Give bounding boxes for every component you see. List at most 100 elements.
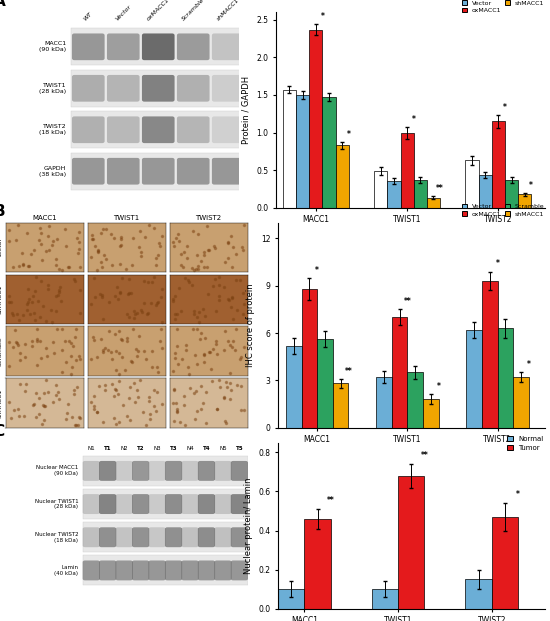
FancyBboxPatch shape xyxy=(212,34,245,60)
Text: T5: T5 xyxy=(235,446,243,451)
Bar xyxy=(400,134,414,207)
FancyBboxPatch shape xyxy=(116,461,133,481)
FancyBboxPatch shape xyxy=(231,494,248,514)
Text: N5: N5 xyxy=(219,446,227,451)
Text: Nuclear TWIST1
(28 kDa): Nuclear TWIST1 (28 kDa) xyxy=(35,499,78,509)
Y-axis label: Nuclear protein/ Lamin: Nuclear protein/ Lamin xyxy=(244,478,253,574)
FancyBboxPatch shape xyxy=(116,494,133,514)
Text: N4: N4 xyxy=(186,446,194,451)
FancyBboxPatch shape xyxy=(132,494,149,514)
FancyBboxPatch shape xyxy=(72,158,104,184)
Text: TWIST1
(28 kDa): TWIST1 (28 kDa) xyxy=(39,83,66,94)
FancyBboxPatch shape xyxy=(182,561,199,581)
FancyBboxPatch shape xyxy=(198,527,215,547)
Text: **: ** xyxy=(344,366,352,376)
Bar xyxy=(387,181,400,207)
FancyBboxPatch shape xyxy=(142,158,174,184)
Text: *: * xyxy=(315,266,319,274)
FancyBboxPatch shape xyxy=(165,527,182,547)
FancyBboxPatch shape xyxy=(82,561,100,581)
Text: **: ** xyxy=(404,297,411,306)
Text: T2: T2 xyxy=(137,446,144,451)
Bar xyxy=(71,111,246,148)
Y-axis label: oxMACC1: oxMACC1 xyxy=(0,284,3,314)
Bar xyxy=(465,579,492,609)
FancyBboxPatch shape xyxy=(231,561,248,581)
Text: Lamin
(40 kDa): Lamin (40 kDa) xyxy=(54,565,78,576)
Bar xyxy=(492,121,505,207)
Text: T1: T1 xyxy=(104,446,112,451)
FancyBboxPatch shape xyxy=(182,461,199,481)
FancyBboxPatch shape xyxy=(72,116,104,143)
Y-axis label: Protein / GAPDH: Protein / GAPDH xyxy=(242,76,251,144)
Legend: Wild type, Vector, oxMACC1, Scramble, shMACC1: Wild type, Vector, oxMACC1, Scramble, sh… xyxy=(459,0,547,16)
Text: N3: N3 xyxy=(153,446,161,451)
Legend: Vector, oxMACC1, Scramble, shMACC1: Vector, oxMACC1, Scramble, shMACC1 xyxy=(459,201,547,219)
Bar xyxy=(83,489,248,519)
Bar xyxy=(71,28,246,65)
Text: **: ** xyxy=(421,451,428,460)
FancyBboxPatch shape xyxy=(99,494,116,514)
Bar xyxy=(398,476,425,609)
Y-axis label: IHC score of protein: IHC score of protein xyxy=(246,283,255,367)
FancyBboxPatch shape xyxy=(212,75,245,102)
Title: TWIST1: TWIST1 xyxy=(113,215,140,221)
FancyBboxPatch shape xyxy=(177,116,210,143)
FancyBboxPatch shape xyxy=(132,527,149,547)
Text: *: * xyxy=(412,116,416,124)
Bar xyxy=(336,145,349,207)
Text: C: C xyxy=(0,424,4,440)
FancyBboxPatch shape xyxy=(198,561,215,581)
FancyBboxPatch shape xyxy=(165,561,182,581)
FancyBboxPatch shape xyxy=(214,527,232,547)
Bar xyxy=(498,329,513,428)
Text: **: ** xyxy=(436,184,444,193)
FancyBboxPatch shape xyxy=(231,461,248,481)
FancyBboxPatch shape xyxy=(148,461,166,481)
FancyBboxPatch shape xyxy=(107,34,140,60)
FancyBboxPatch shape xyxy=(116,561,133,581)
FancyBboxPatch shape xyxy=(182,527,199,547)
Text: oxMACC1: oxMACC1 xyxy=(146,0,170,22)
Bar xyxy=(286,346,301,428)
Text: Vector: Vector xyxy=(114,4,132,22)
FancyBboxPatch shape xyxy=(177,34,210,60)
FancyBboxPatch shape xyxy=(165,494,182,514)
Text: T3: T3 xyxy=(170,446,177,451)
FancyBboxPatch shape xyxy=(132,561,149,581)
Text: Scramble: Scramble xyxy=(181,0,206,22)
Bar xyxy=(83,556,248,586)
FancyBboxPatch shape xyxy=(72,75,104,102)
FancyBboxPatch shape xyxy=(198,461,215,481)
FancyBboxPatch shape xyxy=(148,527,166,547)
Text: **: ** xyxy=(327,496,335,505)
Text: shMACC1: shMACC1 xyxy=(216,0,240,22)
Legend: Normal, Tumor: Normal, Tumor xyxy=(504,433,546,453)
FancyBboxPatch shape xyxy=(107,158,140,184)
Bar xyxy=(408,373,423,428)
FancyBboxPatch shape xyxy=(132,461,149,481)
FancyBboxPatch shape xyxy=(231,527,248,547)
Text: MACC1
(90 kDa): MACC1 (90 kDa) xyxy=(39,42,66,52)
Y-axis label: Vector: Vector xyxy=(0,237,3,258)
Text: *: * xyxy=(437,383,441,391)
Bar xyxy=(317,339,333,428)
Text: Nuclear TWIST2
(18 kDa): Nuclear TWIST2 (18 kDa) xyxy=(35,532,78,543)
Bar xyxy=(372,589,398,609)
Bar xyxy=(71,70,246,107)
Bar xyxy=(71,153,246,190)
Bar xyxy=(333,383,348,428)
FancyBboxPatch shape xyxy=(99,561,116,581)
Bar xyxy=(505,180,518,207)
Bar xyxy=(374,171,387,207)
FancyBboxPatch shape xyxy=(142,34,174,60)
Text: TWIST2
(18 kDa): TWIST2 (18 kDa) xyxy=(39,124,66,135)
Bar xyxy=(301,289,317,428)
Y-axis label: Scramble: Scramble xyxy=(0,336,3,366)
Bar xyxy=(309,30,322,207)
Bar xyxy=(283,90,296,207)
Text: *: * xyxy=(496,260,499,268)
Title: MACC1: MACC1 xyxy=(32,215,57,221)
Bar xyxy=(278,589,305,609)
Bar xyxy=(296,95,309,207)
